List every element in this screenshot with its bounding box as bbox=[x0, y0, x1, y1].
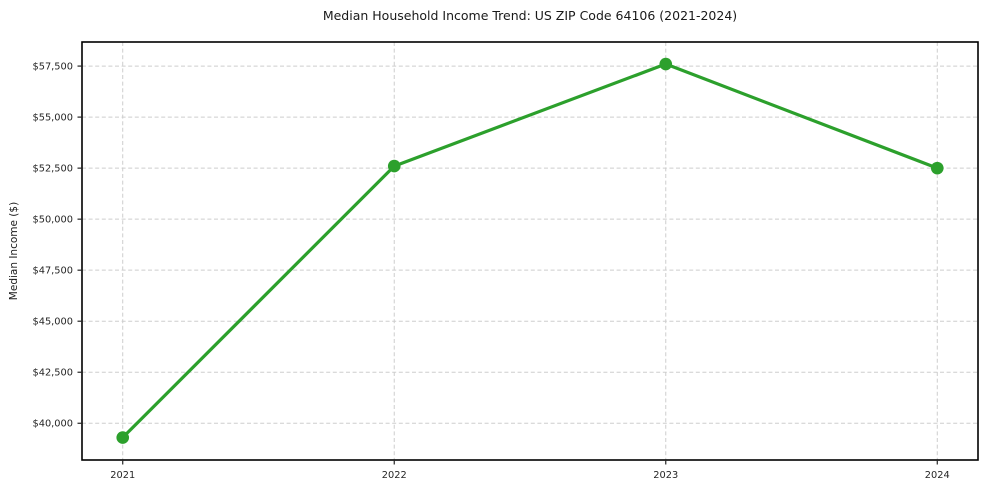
y-tick-label: $47,500 bbox=[32, 265, 73, 276]
data-point-2024 bbox=[930, 161, 944, 175]
data-point-2022 bbox=[387, 159, 401, 173]
x-tick-label: 2022 bbox=[382, 470, 407, 481]
y-tick-label: $45,000 bbox=[32, 316, 73, 327]
y-tick-label: $40,000 bbox=[32, 418, 73, 429]
plot-border bbox=[81, 41, 979, 461]
x-tick-label: 2021 bbox=[110, 470, 135, 481]
data-point-2021 bbox=[116, 431, 130, 444]
x-tick-label: 2024 bbox=[925, 470, 950, 481]
x-tick-label: 2023 bbox=[653, 470, 678, 481]
y-tick-label: $42,500 bbox=[32, 367, 73, 378]
chart-title: Median Household Income Trend: US ZIP Co… bbox=[322, 8, 738, 23]
data-point-2023 bbox=[659, 57, 673, 71]
y-axis-title: Median Income ($) bbox=[8, 201, 20, 301]
y-tick-label: $55,000 bbox=[32, 112, 73, 123]
data-line bbox=[121, 62, 939, 440]
y-tick-label: $52,500 bbox=[32, 163, 73, 174]
y-tick-label: $50,000 bbox=[32, 214, 73, 225]
y-tick-label: $57,500 bbox=[32, 61, 73, 72]
